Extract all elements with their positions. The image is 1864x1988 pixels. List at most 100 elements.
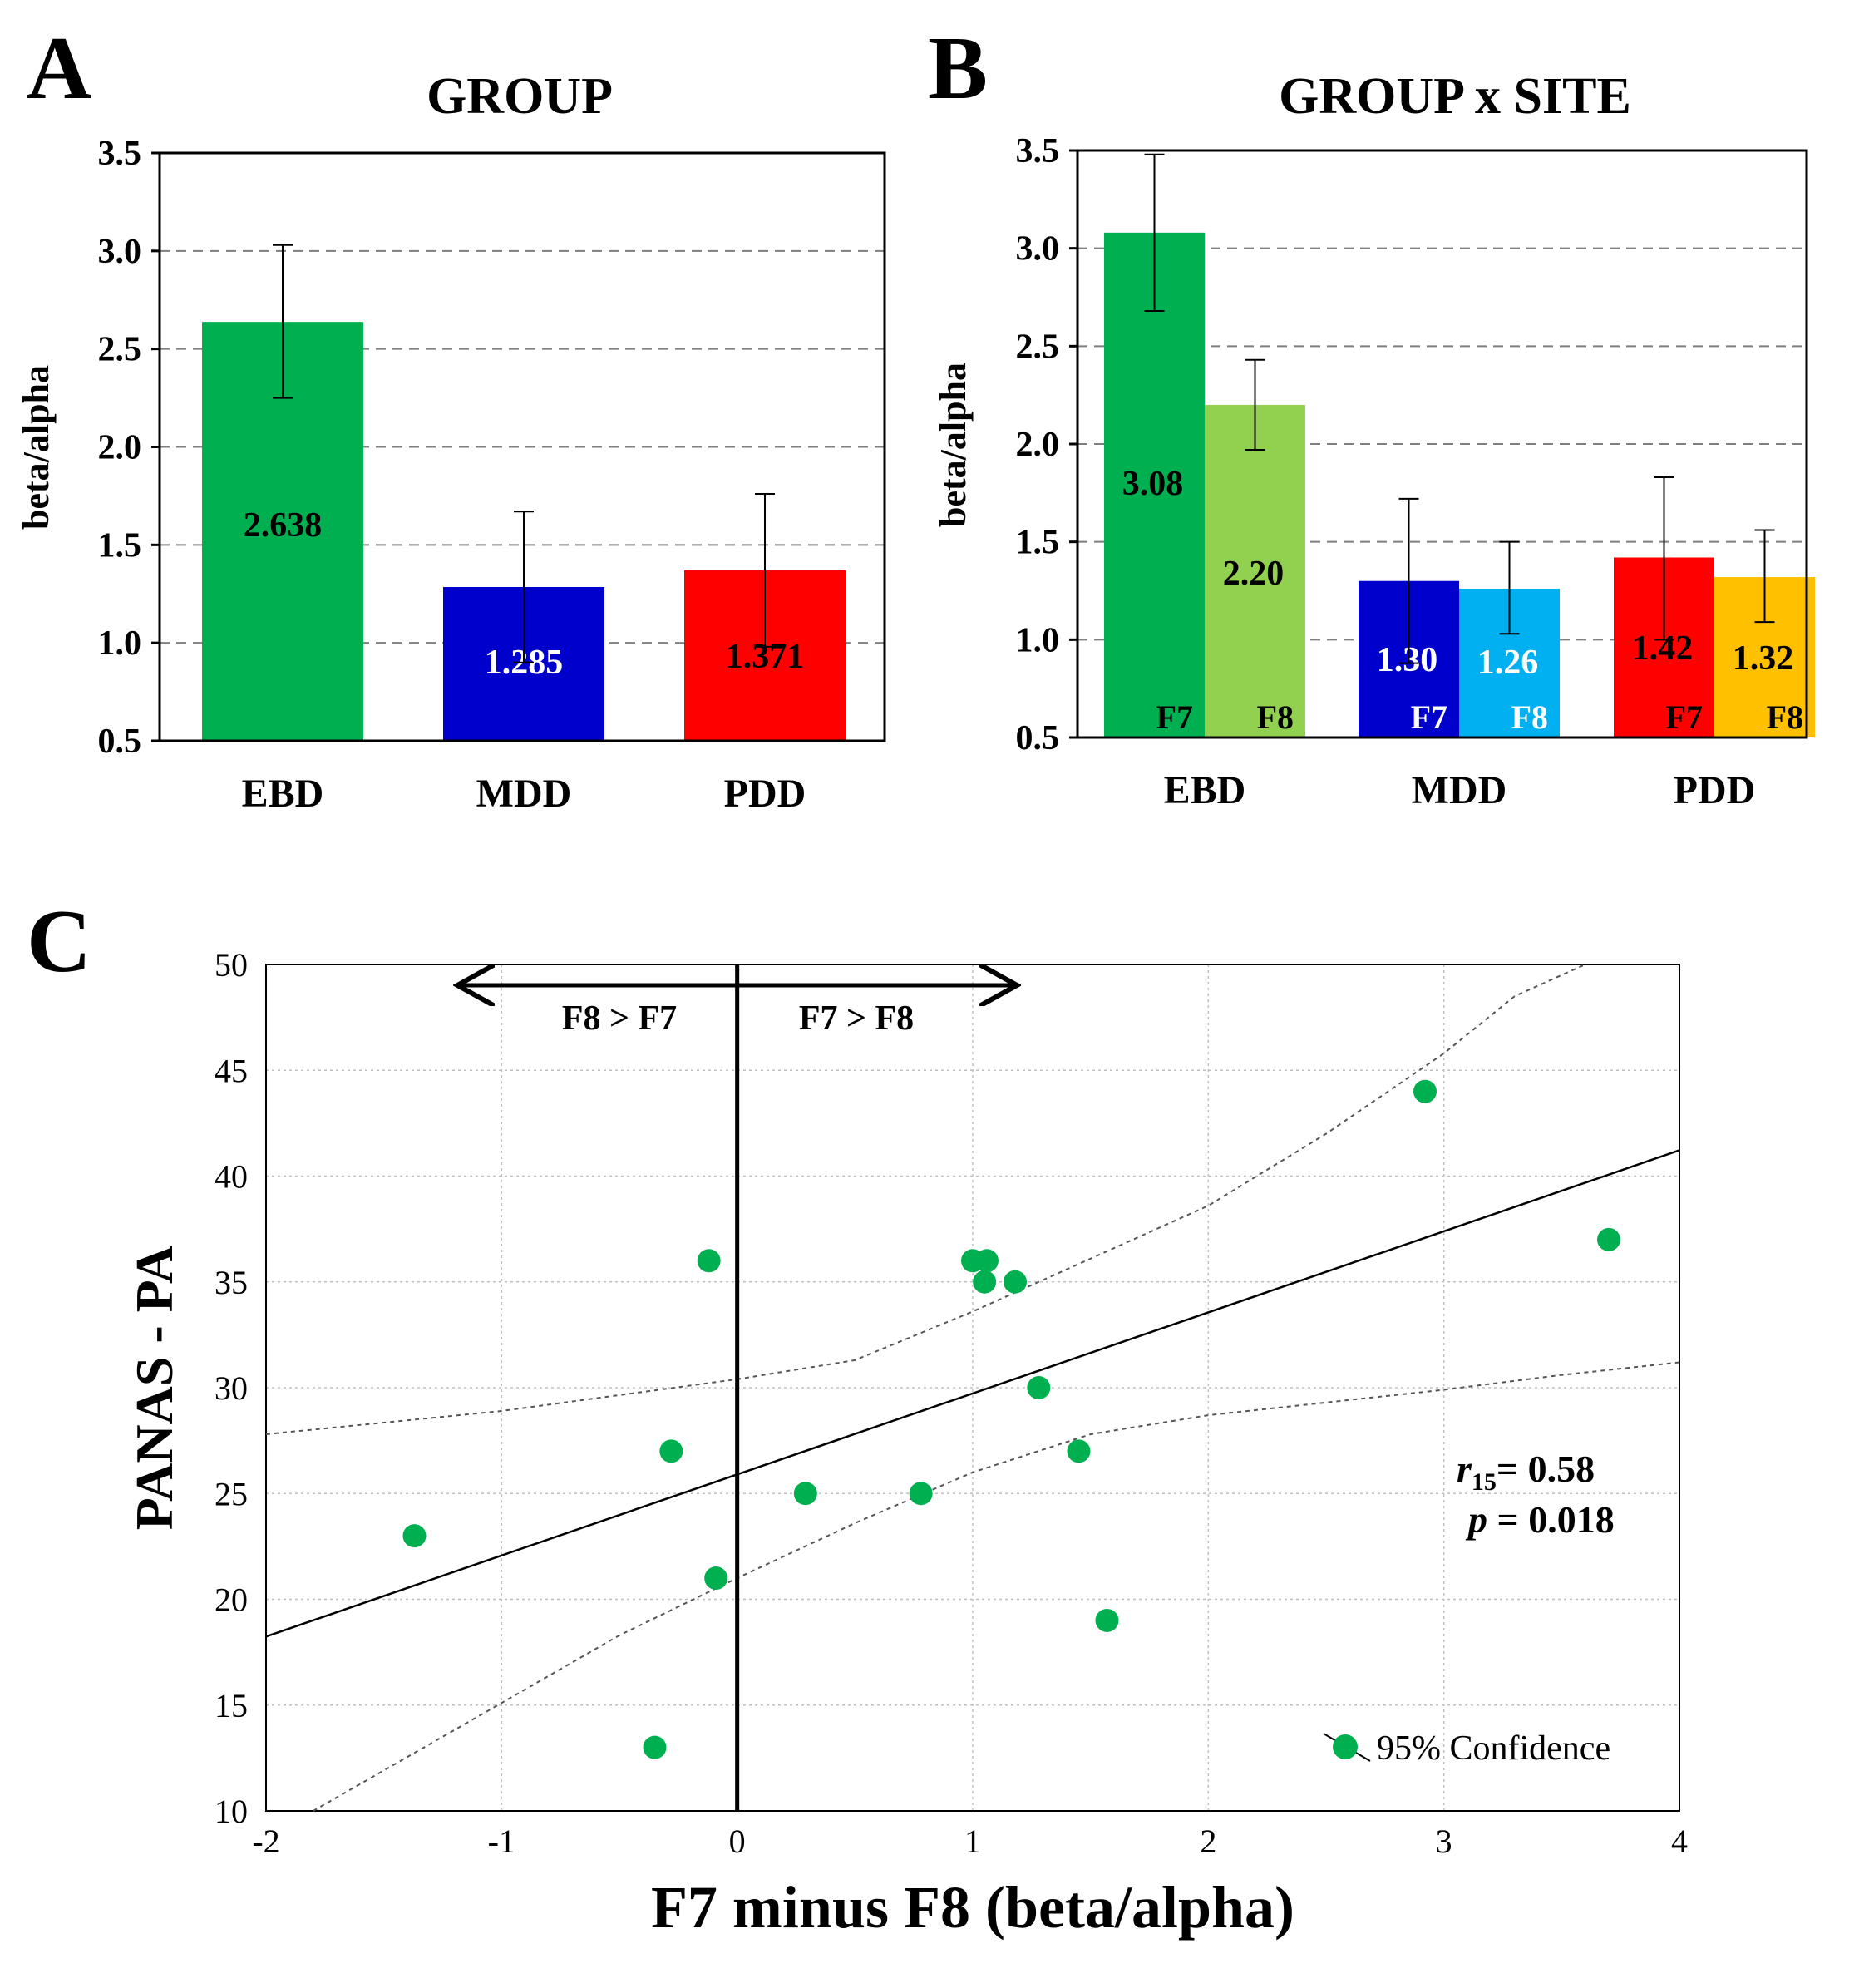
category-label: MDD [476,772,572,816]
category-label: EBD [1164,768,1246,812]
data-point [659,1439,683,1463]
bar-value-label: 1.26 [1477,644,1539,682]
panel-c-gridlines [266,964,1679,1811]
data-point [697,1249,721,1273]
data-point [1004,1270,1027,1294]
panel-a-title: GROUP [427,68,613,125]
y-tick-label: 2.0 [98,429,142,467]
data-point [973,1270,997,1294]
y-tick-label: 35 [215,1264,248,1301]
category-label: EBD [242,772,324,816]
panel-c-letter: C [27,892,91,991]
panel-b-plot-frame [1076,149,1808,739]
y-tick-label: 1.0 [98,624,142,663]
bar-ebd-f8 [1205,404,1305,737]
panel-b-y-axis-label: beta/alpha [933,363,974,527]
panel-b-letter: B [928,19,988,118]
panel-c-scatter: C 10 15 20 25 30 35 40 45 50 -2 -1 0 1 2 3 4 F8 > F7 F… [27,892,1688,1941]
category-label: PDD [1674,768,1756,812]
y-tick-label: 3.5 [1016,132,1060,170]
data-point [1095,1608,1119,1632]
stat-r-subscript: 15 [1472,1468,1497,1496]
data-point [1413,1079,1437,1103]
y-tick-label: 20 [215,1581,248,1619]
bar-value-label: 3.08 [1122,465,1184,503]
site-label: F8 [1257,698,1294,736]
data-point [704,1566,728,1591]
panel-b-bars [1104,232,1815,738]
panel-b-site-labels: F7 F8 F7 F8 F7 F8 [1156,698,1803,736]
bar-value-label: 1.32 [1733,639,1794,678]
panel-c-confidence-bands [265,964,1680,1812]
panel-c-legend: 95% Confidence [1323,1729,1610,1768]
panel-a-category-labels: EBD MDD PDD [242,772,806,816]
data-point [975,1249,999,1273]
panel-c-y-ticks: 10 15 20 25 30 35 40 45 50 [215,946,248,1830]
confidence-upper-line [265,964,1586,1435]
panel-a-letter: A [27,19,91,118]
y-tick-label: 3.0 [98,233,142,271]
stat-r: r15= 0.58 [1457,1448,1595,1496]
panel-c-fit-line-group [265,1149,1680,1638]
data-point [1597,1227,1620,1251]
y-tick-label: 1.5 [1016,524,1060,562]
arrow-right-label: F7 > F8 [799,999,914,1038]
panel-b-value-labels: 3.08 2.20 1.30 1.26 1.42 1.32 [1122,465,1794,682]
y-tick-label: 3.5 [98,135,142,173]
bar-ebd-f7 [1104,232,1205,738]
x-tick-label: 2 [1200,1823,1216,1860]
data-point [1067,1439,1091,1463]
y-tick-label: 40 [215,1158,248,1196]
y-tick-label: 25 [215,1475,248,1512]
panel-c-y-axis-label: PANAS - PA [125,1246,184,1530]
x-tick-label: 0 [729,1823,746,1860]
legend-marker-icon [1333,1734,1358,1759]
regression-line [265,1149,1680,1638]
x-tick-label: 4 [1671,1823,1688,1860]
y-tick-label: 50 [215,946,248,984]
stat-r-symbol: r [1457,1448,1472,1490]
category-label: MDD [1412,768,1507,812]
panel-a-group-chart: A GROUP 0.51.01.52.02.53.03.5 2.6381.285… [16,19,886,816]
legend-text: 95% Confidence [1377,1729,1610,1768]
panel-a-error-bars [273,244,775,663]
y-tick-label: 2.0 [1016,426,1060,464]
data-point [909,1482,933,1506]
stat-p: p = 0.018 [1465,1498,1615,1541]
stat-p-symbol: p [1465,1498,1487,1541]
bar-value-label: 1.30 [1377,641,1438,679]
site-label: F8 [1511,698,1548,736]
site-label: F7 [1411,698,1447,736]
arrow-left-label: F8 > F7 [562,999,677,1038]
y-tick-label: 1.5 [98,526,142,565]
data-point [793,1482,817,1506]
panel-b-group-site-chart: B GROUP x SITE 0.5 1.0 1.5 2.0 2.5 3.0 3.5 3.0… [928,19,1815,812]
y-tick-label: 10 [215,1793,248,1830]
panel-c-x-axis-label: F7 minus F8 (beta/alpha) [651,1874,1294,1941]
panel-b-y-ticks: 0.5 1.0 1.5 2.0 2.5 3.0 3.5 [1016,132,1077,757]
data-point [1027,1376,1051,1399]
stat-r-value: = 0.58 [1497,1448,1595,1490]
y-tick-label: 2.5 [1016,328,1060,366]
x-tick-label: -1 [488,1823,515,1860]
y-tick-label: 30 [215,1369,248,1407]
y-tick-label: 45 [215,1052,248,1089]
x-tick-label: -2 [252,1823,279,1860]
y-tick-label: 1.0 [1016,621,1060,659]
site-label: F8 [1767,698,1803,736]
panel-c-plot-frame [265,964,1680,1812]
x-tick-label: 1 [964,1823,981,1860]
bar-value-label: 2.638 [244,506,323,545]
y-tick-label: 3.0 [1016,230,1060,269]
panel-c-x-ticks: -2 -1 0 1 2 3 4 [252,1823,1688,1860]
confidence-lower-line [313,1361,1680,1812]
panel-b-title: GROUP x SITE [1279,68,1631,125]
panel-b-error-bars [1144,153,1775,664]
panel-a-y-axis-label: beta/alpha [16,365,57,530]
site-label: F7 [1666,698,1703,736]
data-point [643,1735,667,1759]
panel-a-y-ticks: 0.5 1.0 1.5 2.0 2.5 3.0 3.5 [98,135,160,761]
panel-c-data-points [402,1079,1620,1759]
data-point [402,1524,427,1548]
